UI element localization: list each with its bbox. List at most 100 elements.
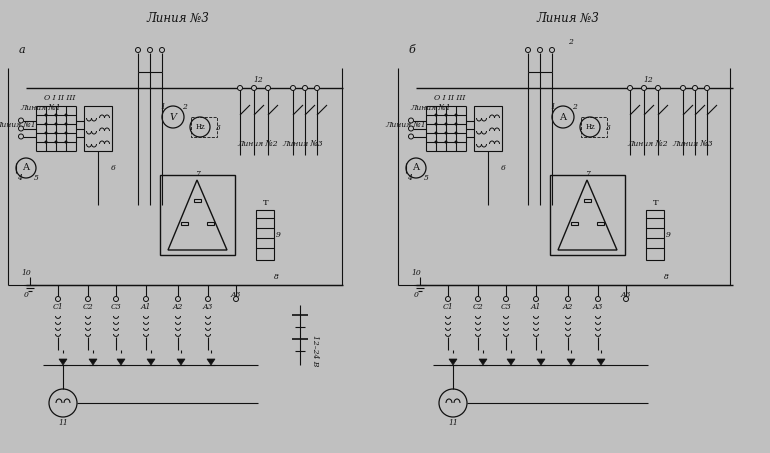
Circle shape: [45, 122, 48, 125]
Circle shape: [55, 140, 58, 144]
Text: 12: 12: [643, 76, 653, 84]
Circle shape: [18, 134, 24, 139]
Circle shape: [434, 131, 437, 135]
Polygon shape: [449, 359, 457, 365]
Circle shape: [65, 131, 68, 135]
Circle shape: [55, 131, 58, 135]
Circle shape: [45, 131, 48, 135]
Circle shape: [206, 297, 210, 302]
Bar: [474, 106, 502, 151]
Text: A2: A2: [172, 303, 183, 311]
Circle shape: [55, 122, 58, 125]
Polygon shape: [177, 359, 185, 365]
Text: C2: C2: [82, 303, 93, 311]
Circle shape: [444, 114, 447, 116]
Text: а: а: [18, 45, 25, 55]
Text: О I II III: О I II III: [434, 94, 466, 102]
Circle shape: [314, 86, 320, 91]
Circle shape: [85, 297, 91, 302]
Text: C1: C1: [443, 303, 454, 311]
Circle shape: [409, 126, 413, 131]
Circle shape: [176, 297, 180, 302]
Polygon shape: [207, 359, 215, 365]
Circle shape: [65, 140, 68, 144]
Text: Линия №1: Линия №1: [20, 104, 61, 112]
Text: A3: A3: [203, 303, 213, 311]
Circle shape: [266, 86, 270, 91]
Text: A3: A3: [231, 291, 241, 299]
Circle shape: [705, 86, 709, 91]
Text: 3: 3: [605, 124, 611, 132]
Bar: [191, 117, 217, 137]
Text: 1: 1: [161, 103, 166, 111]
Circle shape: [476, 297, 480, 302]
Text: 11: 11: [448, 419, 458, 427]
Circle shape: [55, 114, 58, 116]
Text: 4: 4: [407, 174, 411, 182]
Polygon shape: [479, 359, 487, 365]
Circle shape: [18, 126, 24, 131]
Text: 12–24 В: 12–24 В: [311, 335, 319, 366]
Text: A: A: [413, 164, 420, 173]
Text: V: V: [169, 112, 176, 121]
Text: 9: 9: [276, 231, 280, 239]
Bar: [597, 222, 604, 225]
Bar: [160, 175, 235, 255]
Text: 8: 8: [664, 273, 668, 281]
Polygon shape: [89, 359, 97, 365]
Circle shape: [159, 48, 165, 53]
Circle shape: [550, 48, 554, 53]
Text: C2: C2: [473, 303, 484, 311]
Circle shape: [504, 297, 508, 302]
Text: 1: 1: [551, 103, 555, 111]
Polygon shape: [59, 359, 67, 365]
Circle shape: [113, 297, 119, 302]
Bar: [646, 210, 664, 260]
Circle shape: [252, 86, 256, 91]
Bar: [256, 210, 274, 260]
Circle shape: [65, 114, 68, 116]
Circle shape: [534, 297, 538, 302]
Circle shape: [444, 140, 447, 144]
Bar: [84, 106, 112, 151]
Polygon shape: [567, 359, 575, 365]
Text: 2: 2: [571, 103, 577, 111]
Text: Линия №3: Линия №3: [283, 141, 323, 149]
Text: C1: C1: [52, 303, 63, 311]
Text: 0: 0: [413, 291, 418, 299]
Text: Линия №2: Линия №2: [628, 141, 668, 149]
Polygon shape: [147, 359, 155, 365]
Text: Линия №1: Линия №1: [0, 121, 36, 129]
Circle shape: [446, 297, 450, 302]
Bar: [584, 199, 591, 202]
Text: C3: C3: [500, 303, 511, 311]
Text: Т: Т: [263, 199, 269, 207]
Circle shape: [624, 297, 628, 302]
Text: Линия №1: Линия №1: [410, 104, 450, 112]
Circle shape: [454, 140, 457, 144]
Bar: [581, 117, 607, 137]
Circle shape: [444, 122, 447, 125]
Circle shape: [434, 122, 437, 125]
Circle shape: [65, 122, 68, 125]
Circle shape: [454, 122, 457, 125]
Text: Т: Т: [653, 199, 659, 207]
Text: 6: 6: [111, 164, 116, 172]
Circle shape: [290, 86, 296, 91]
Circle shape: [237, 86, 243, 91]
Circle shape: [537, 48, 543, 53]
Text: Линия №3: Линия №3: [537, 11, 599, 24]
Circle shape: [434, 114, 437, 116]
Circle shape: [434, 140, 437, 144]
Text: Линия №2: Линия №2: [238, 141, 278, 149]
Text: 7: 7: [585, 170, 591, 178]
Text: О I II III: О I II III: [45, 94, 75, 102]
Text: A1: A1: [531, 303, 541, 311]
Text: 12: 12: [253, 76, 263, 84]
Circle shape: [55, 297, 61, 302]
Circle shape: [641, 86, 647, 91]
Circle shape: [595, 297, 601, 302]
Circle shape: [525, 48, 531, 53]
Circle shape: [148, 48, 152, 53]
Text: Линия №1: Линия №1: [386, 121, 427, 129]
